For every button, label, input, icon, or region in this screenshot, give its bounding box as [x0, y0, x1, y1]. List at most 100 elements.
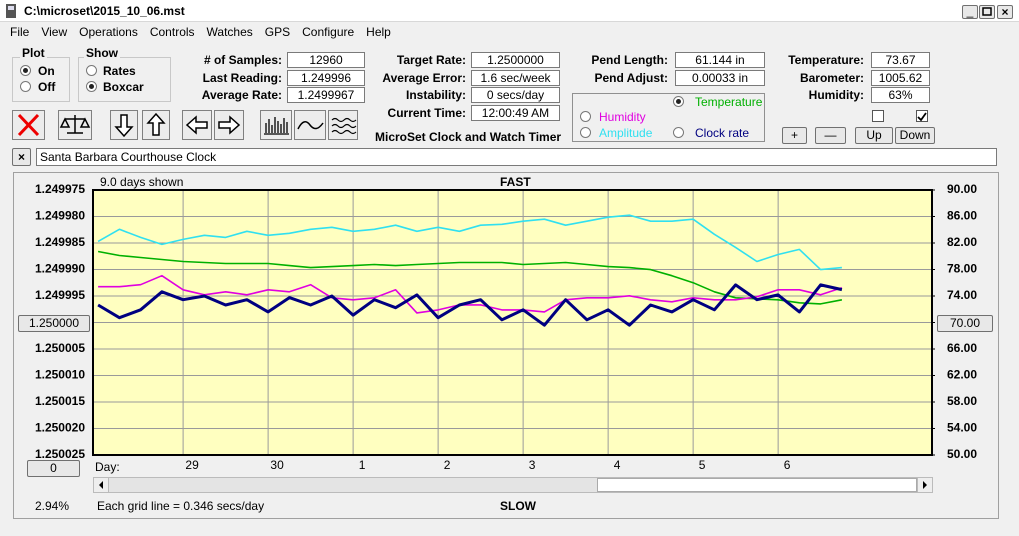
y2-tick-label: 74.00	[947, 288, 977, 302]
x-tick-label: 29	[185, 458, 199, 472]
x-tick-label: 4	[614, 458, 621, 472]
app-title: MicroSet Clock and Watch Timer	[375, 130, 562, 144]
scroll-left[interactable]	[94, 478, 109, 492]
span-note: 9.0 days shown	[100, 175, 184, 189]
readout-field[interactable]: 12:00:49 AM	[471, 104, 560, 121]
x-tick-label: 5	[699, 458, 706, 472]
left-arrow-button[interactable]	[182, 110, 212, 140]
show-rates-radio[interactable]	[86, 65, 97, 76]
series-line	[97, 283, 843, 327]
x-tick-label: 3	[529, 458, 536, 472]
y2-tick-label: 58.00	[947, 394, 977, 408]
readout-field[interactable]: 1.2500000	[471, 52, 560, 68]
legend-label[interactable]: Amplitude	[599, 126, 653, 140]
readout-field[interactable]: 1.6 sec/week	[471, 69, 560, 86]
plot-group-title: Plot	[20, 46, 47, 60]
y2-tick-label: 78.00	[947, 262, 977, 276]
adjust-button[interactable]: Down	[895, 127, 935, 144]
y2-tick-label: 62.00	[947, 368, 977, 382]
series-line	[98, 274, 843, 314]
menu-item[interactable]: Help	[366, 25, 391, 39]
readout-field[interactable]: 12960	[287, 52, 365, 68]
series-line	[97, 214, 842, 271]
readout-field[interactable]: 61.144 in	[675, 52, 765, 68]
x-tick-label: 1	[359, 458, 366, 472]
plot-off-radio[interactable]	[20, 81, 31, 92]
readout-field[interactable]: 1.249996	[287, 69, 365, 86]
readout-label: Average Rate:	[201, 88, 282, 102]
readout-label: Instability:	[405, 88, 466, 102]
x-tick-label: 30	[270, 458, 284, 472]
readout-field[interactable]: 0.00033 in	[675, 69, 765, 86]
checkbox[interactable]	[872, 110, 884, 122]
balance-button[interactable]	[58, 110, 92, 140]
multi-wave-button[interactable]	[328, 110, 358, 140]
plot-off-label[interactable]: Off	[38, 80, 56, 94]
readout-label: Temperature:	[788, 53, 864, 67]
up-arrow-button[interactable]	[142, 110, 170, 140]
readout-field[interactable]: 63%	[871, 87, 930, 103]
plot-on-radio[interactable]	[20, 65, 31, 76]
close-button[interactable]: ×	[997, 5, 1013, 19]
trace-select-group	[572, 93, 765, 142]
y-tick-label: 1.250005	[35, 341, 85, 355]
menu-item[interactable]: Configure	[302, 25, 355, 39]
readout-field[interactable]: 0 secs/day	[471, 87, 560, 103]
readout-label: Last Reading:	[202, 70, 282, 85]
maximize-button[interactable]	[979, 5, 995, 19]
readout-field[interactable]: 1.2499967	[287, 87, 365, 103]
readout-label: Barometer:	[799, 70, 864, 85]
show-group-title: Show	[84, 46, 120, 60]
legend-radio[interactable]	[673, 127, 684, 138]
right-arrow-button[interactable]	[214, 110, 244, 140]
y-tick-label: 1.250010	[35, 368, 85, 382]
menu-item[interactable]: View	[41, 25, 68, 39]
plot-on-label[interactable]: On	[38, 64, 55, 78]
y2-tick-button[interactable]: 70.00	[937, 314, 993, 332]
menu-item[interactable]: Watches	[206, 25, 253, 39]
y-tick-label: 1.249985	[35, 235, 85, 249]
clear-button[interactable]: ×	[12, 148, 31, 166]
show-rates-label[interactable]: Rates	[103, 64, 136, 78]
wave-button[interactable]	[294, 110, 326, 140]
y2-tick-label: 82.00	[947, 235, 977, 249]
y-tick-button[interactable]: 1.250000	[18, 314, 90, 332]
legend-radio[interactable]	[673, 96, 684, 107]
adjust-button[interactable]: —	[815, 127, 846, 144]
show-boxcar-radio[interactable]	[86, 81, 97, 92]
minimize-button[interactable]: _	[962, 5, 978, 19]
clock-name-field[interactable]: Santa Barbara Courthouse Clock	[36, 148, 997, 166]
checkbox-checked[interactable]	[916, 110, 928, 122]
y-tick-label: 1.249975	[35, 182, 85, 196]
window-title: C:\microset\2015_10_06.mst	[24, 4, 185, 18]
readout-field[interactable]: 73.67	[871, 52, 930, 68]
readout-label: Pend Length:	[591, 53, 668, 67]
readout-label: Target Rate:	[396, 53, 466, 67]
menu-bar: File View Operations Controls Watches GPS Conf…	[0, 22, 1019, 42]
readout-label: Average Error:	[382, 70, 466, 85]
legend-label[interactable]: Humidity	[599, 110, 646, 124]
legend-radio[interactable]	[580, 127, 591, 138]
menu-item[interactable]: File	[10, 25, 30, 39]
show-group	[78, 57, 171, 102]
legend-label[interactable]: Temperature	[695, 95, 763, 109]
down-arrow-button[interactable]	[110, 110, 138, 140]
menu-item[interactable]: Controls	[149, 25, 195, 39]
legend-label[interactable]: Clock rate	[695, 126, 750, 140]
menu-item[interactable]: GPS	[264, 25, 291, 39]
scroll-origin-button[interactable]: 0	[27, 460, 80, 477]
adjust-button[interactable]: Up	[855, 127, 893, 144]
readout-field[interactable]: 1005.62	[871, 69, 930, 86]
adjust-button[interactable]: +	[782, 127, 807, 144]
menu-item[interactable]: Operations	[79, 25, 138, 39]
app-icon	[6, 4, 16, 18]
stop-button[interactable]	[12, 110, 45, 140]
zoom-label: 2.94%	[35, 499, 70, 513]
show-boxcar-label[interactable]: Boxcar	[103, 80, 144, 94]
scroll-right[interactable]	[917, 478, 932, 492]
scrollbar[interactable]	[93, 477, 933, 493]
bars-button[interactable]	[260, 110, 292, 140]
legend-radio[interactable]	[580, 111, 591, 122]
scroll-thumb[interactable]	[597, 478, 917, 492]
